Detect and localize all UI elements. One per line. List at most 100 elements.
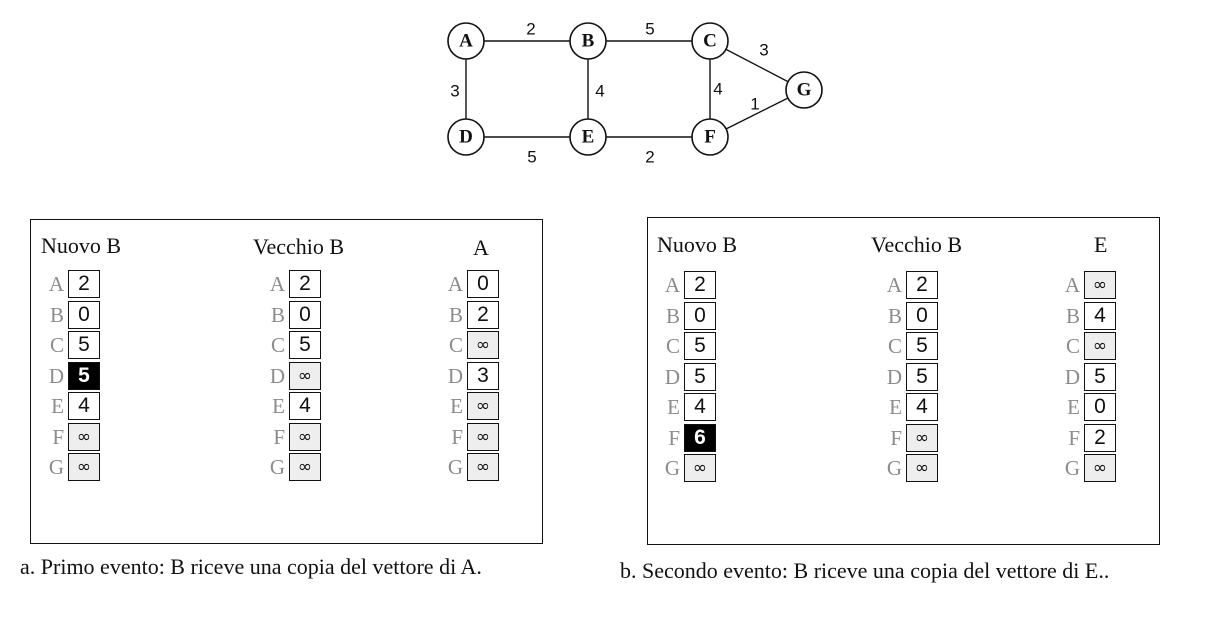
row-destination-label: G bbox=[664, 456, 680, 480]
distance-cell: 0 bbox=[684, 301, 716, 330]
distance-cell: 0 bbox=[1084, 393, 1116, 421]
distance-cell: ∞ bbox=[467, 331, 499, 359]
edge-weight-label: 3 bbox=[759, 40, 768, 59]
updated-distance-cell: 6 bbox=[684, 423, 716, 452]
updated-distance-cell: 5 bbox=[68, 361, 100, 390]
row-destination-label: C bbox=[49, 333, 64, 357]
row-destination-label: C bbox=[665, 334, 680, 358]
row-destination-label: C bbox=[1065, 334, 1080, 358]
row-destination-label: G bbox=[269, 455, 285, 479]
caption-b: b. Secondo evento: B riceve una copia de… bbox=[620, 558, 1110, 583]
vector-title-new-b: Nuovo B bbox=[657, 232, 738, 257]
distance-cell: 4 bbox=[684, 393, 716, 421]
distance-cell: 0 bbox=[467, 270, 499, 298]
node-label: A bbox=[459, 30, 473, 51]
row-destination-label: C bbox=[448, 333, 463, 357]
distance-cell: ∞ bbox=[906, 423, 938, 452]
node-f bbox=[691, 118, 729, 156]
row-destination-label: C bbox=[887, 334, 902, 358]
node-label: C bbox=[703, 30, 717, 51]
distance-cell: ∞ bbox=[68, 453, 100, 481]
distance-cell: 4 bbox=[1084, 301, 1116, 330]
distance-cell: 2 bbox=[684, 271, 716, 299]
node-label: G bbox=[797, 79, 812, 100]
row-destination-label: D bbox=[886, 364, 902, 389]
row-destination-label: B bbox=[49, 302, 64, 327]
caption-a: a. Primo evento: B riceve una copia del … bbox=[20, 554, 482, 579]
row-destination-label: F bbox=[451, 424, 463, 449]
node-g bbox=[785, 71, 823, 109]
row-destination-label: B bbox=[665, 303, 680, 328]
row-destination-label: E bbox=[51, 394, 64, 418]
node-label: B bbox=[582, 30, 595, 51]
distance-cell: ∞ bbox=[467, 453, 499, 481]
distance-cell: 5 bbox=[906, 332, 938, 360]
distance-cell: 5 bbox=[906, 362, 938, 391]
row-destination-label: F bbox=[52, 424, 64, 449]
distance-cell: ∞ bbox=[289, 453, 321, 481]
vector-title-neighbor: A bbox=[473, 235, 489, 260]
distance-cell: 4 bbox=[68, 392, 100, 420]
network-graph: 2 5 3 3 4 4 1 5 2 A B C D E F G bbox=[447, 19, 823, 166]
distance-cell: ∞ bbox=[289, 361, 321, 390]
row-destination-label: E bbox=[272, 394, 285, 418]
row-destination-label: B bbox=[448, 302, 463, 327]
node-e bbox=[569, 118, 607, 156]
node-label: E bbox=[582, 126, 595, 147]
node-d bbox=[447, 118, 485, 156]
row-destination-label: B bbox=[270, 302, 285, 327]
edge-weight-label: 2 bbox=[645, 147, 654, 166]
distance-cell: 5 bbox=[684, 362, 716, 391]
distance-cell: 4 bbox=[289, 392, 321, 420]
row-destination-label: G bbox=[48, 455, 64, 479]
row-destination-label: D bbox=[447, 363, 463, 388]
row-destination-label: G bbox=[1064, 456, 1080, 480]
distance-cell: 2 bbox=[467, 300, 499, 329]
distance-cell: 2 bbox=[68, 270, 100, 298]
row-destination-label: A bbox=[269, 272, 285, 296]
distance-cell: 0 bbox=[289, 300, 321, 329]
distance-cell: ∞ bbox=[684, 454, 716, 482]
node-c bbox=[691, 22, 729, 60]
row-destination-label: E bbox=[889, 395, 902, 419]
node-label: D bbox=[459, 126, 473, 147]
vector-title-old-b: Vecchio B bbox=[871, 232, 963, 257]
distance-cell: 5 bbox=[1084, 362, 1116, 391]
distance-cell: 2 bbox=[906, 271, 938, 299]
distance-cell: 4 bbox=[906, 393, 938, 421]
edge-weight-label: 1 bbox=[750, 94, 759, 113]
edge-weight-label: 3 bbox=[450, 81, 459, 100]
row-destination-label: D bbox=[48, 363, 64, 388]
distance-cell: 0 bbox=[906, 301, 938, 330]
vector-title-new-b: Nuovo B bbox=[41, 233, 122, 258]
row-destination-label: G bbox=[447, 455, 463, 479]
row-destination-label: B bbox=[887, 303, 902, 328]
distance-cell: 0 bbox=[68, 300, 100, 329]
edge-weight-label: 4 bbox=[595, 81, 604, 100]
row-destination-label: A bbox=[664, 273, 680, 297]
row-destination-label: F bbox=[1068, 425, 1080, 450]
row-destination-label: F bbox=[273, 424, 285, 449]
edge-weight-label: 5 bbox=[527, 147, 536, 166]
distance-cell: ∞ bbox=[1084, 454, 1116, 482]
distance-cell: ∞ bbox=[68, 422, 100, 451]
edge-weight-label: 5 bbox=[645, 19, 654, 38]
row-destination-label: B bbox=[1065, 303, 1080, 328]
distance-cell: 5 bbox=[684, 332, 716, 360]
distance-cell: ∞ bbox=[906, 454, 938, 482]
distance-cell: ∞ bbox=[1084, 271, 1116, 299]
distance-cell: ∞ bbox=[1084, 332, 1116, 360]
distance-cell: ∞ bbox=[467, 422, 499, 451]
row-destination-label: A bbox=[1064, 273, 1080, 297]
distance-cell: 2 bbox=[289, 270, 321, 298]
row-destination-label: A bbox=[886, 273, 902, 297]
distance-cell: 3 bbox=[467, 361, 499, 390]
edge-weight-label: 2 bbox=[526, 19, 535, 38]
row-destination-label: D bbox=[664, 364, 680, 389]
distance-cell: ∞ bbox=[467, 392, 499, 420]
distance-cell: 2 bbox=[1084, 423, 1116, 452]
row-destination-label: F bbox=[890, 425, 902, 450]
row-destination-label: A bbox=[447, 272, 463, 296]
edge-weight-label: 4 bbox=[713, 79, 722, 98]
